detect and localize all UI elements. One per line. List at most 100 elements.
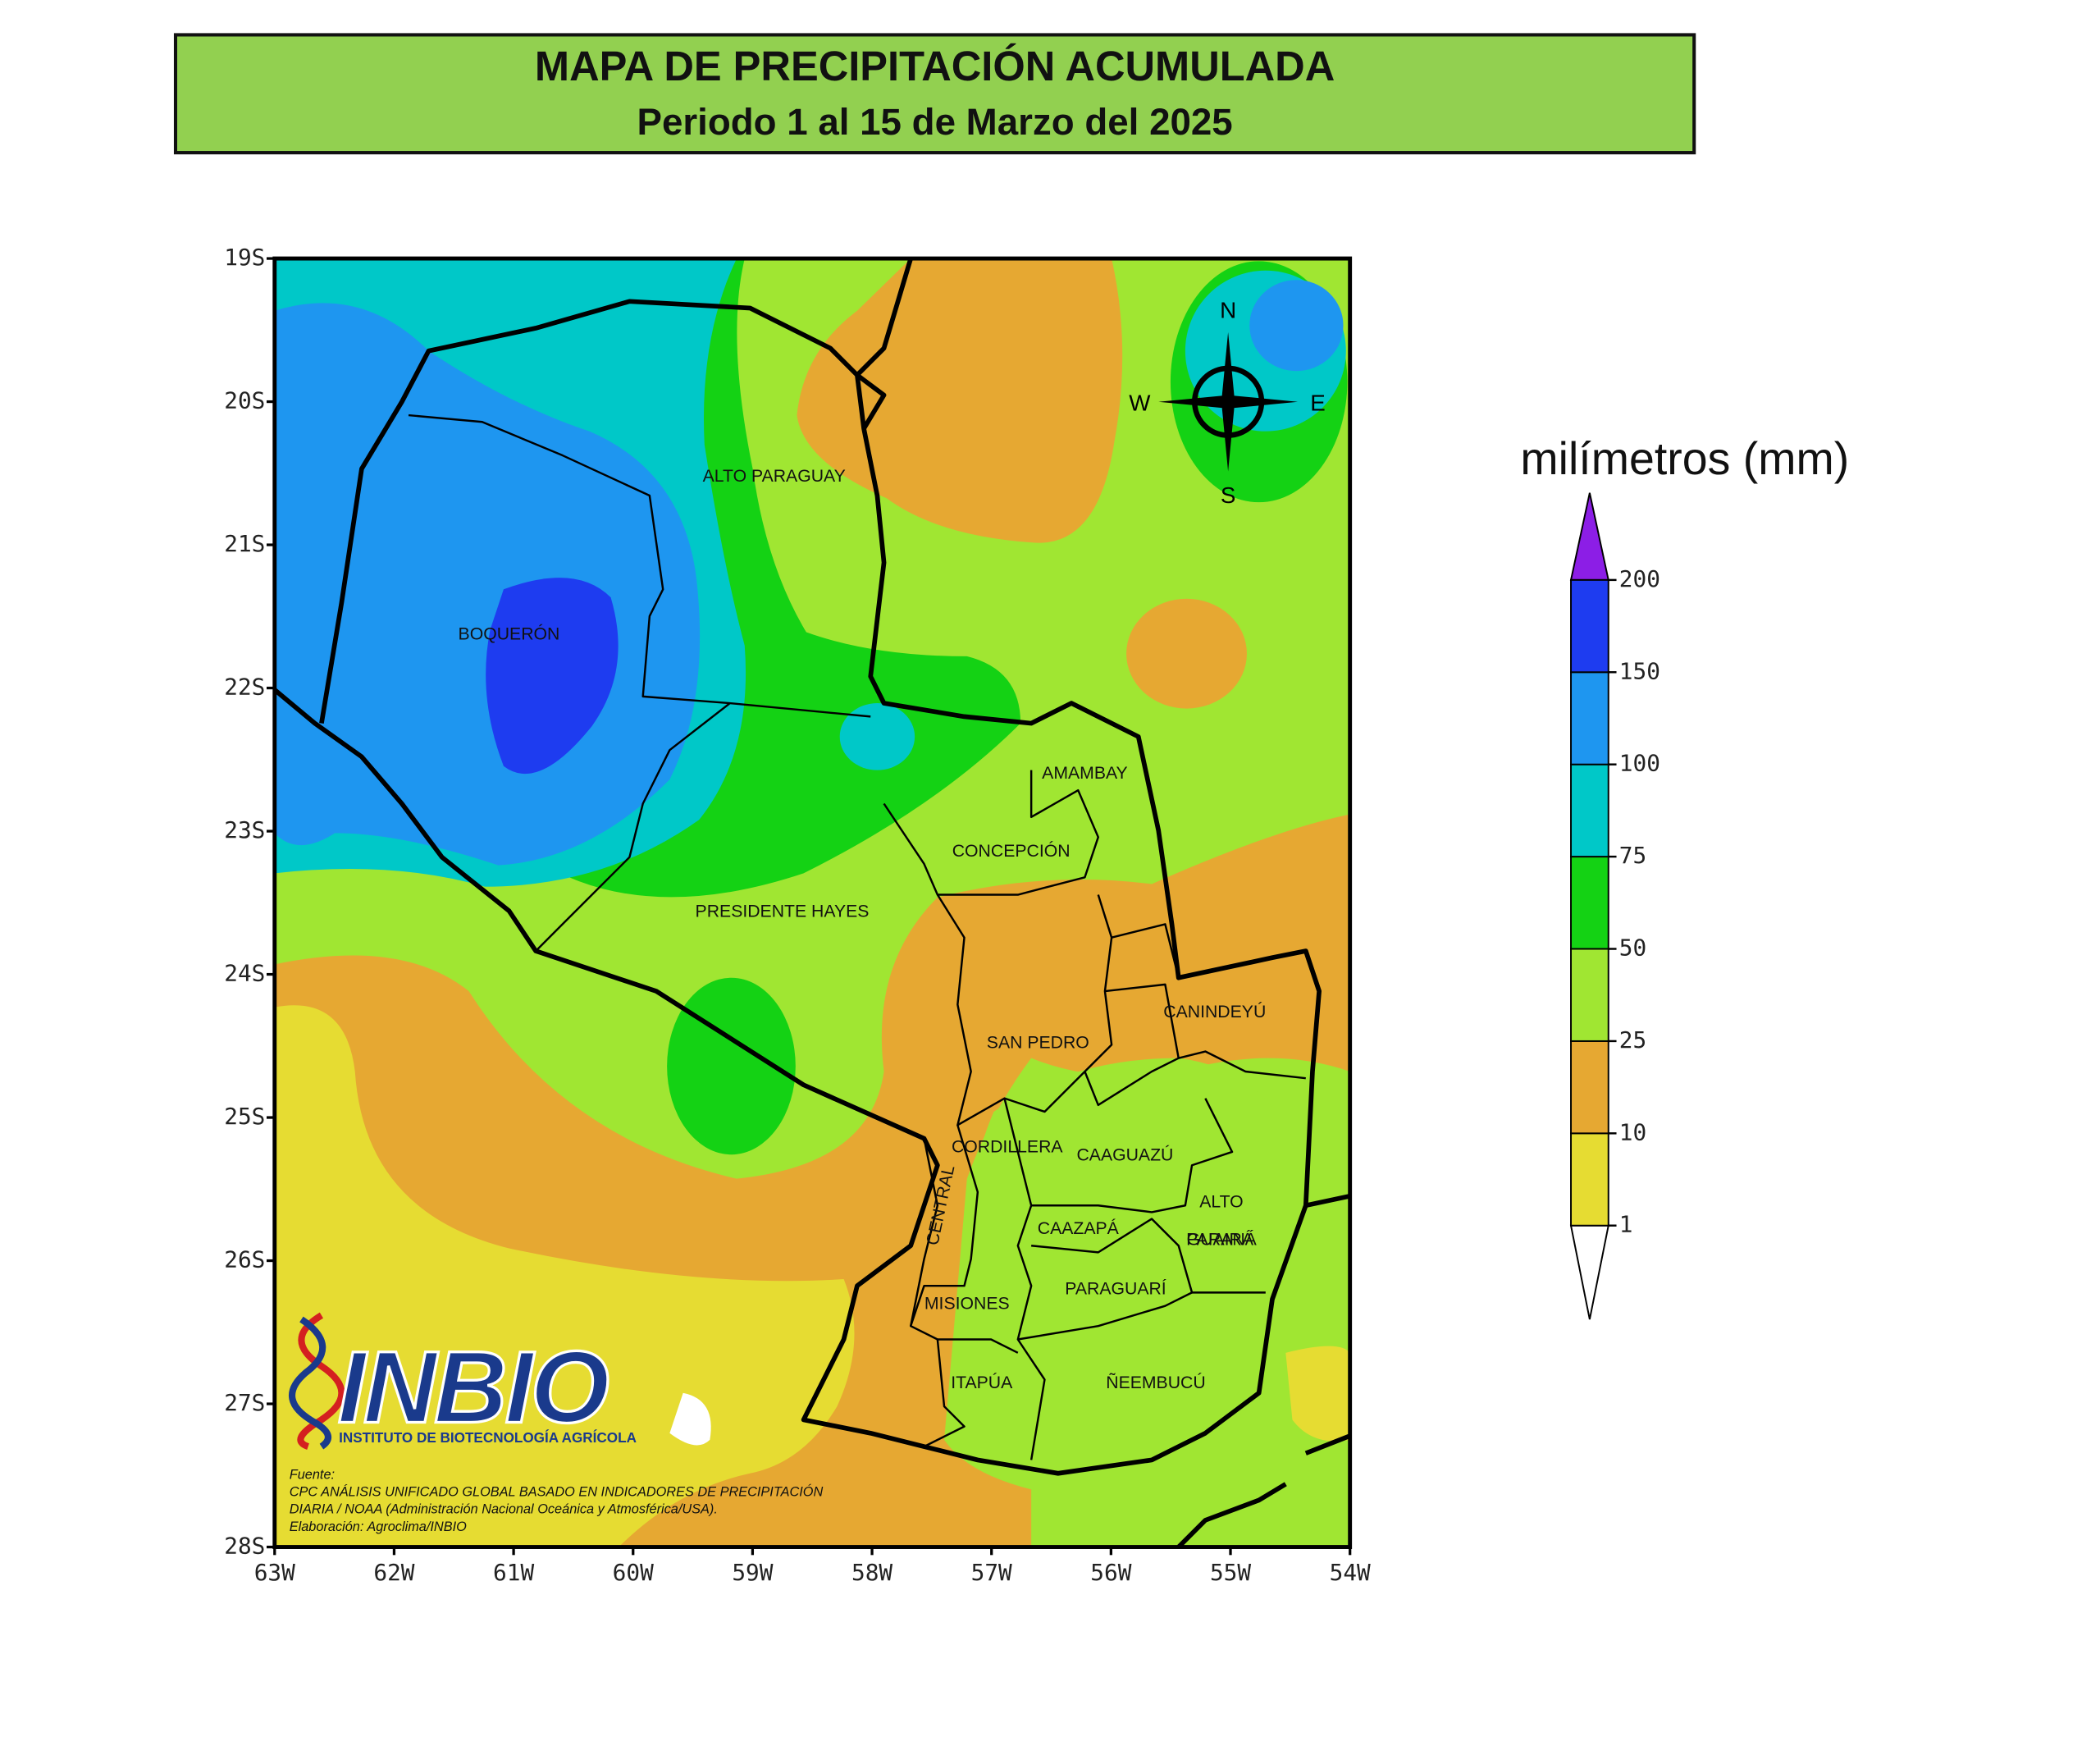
- legend-band: [1570, 763, 1609, 858]
- department-label: GUAIRÁ: [1187, 1228, 1254, 1249]
- logo-helix: [289, 1316, 332, 1450]
- lon-tick-label: 56W: [1090, 1559, 1131, 1586]
- department-line: [1031, 1218, 1266, 1294]
- department-line: [910, 1138, 939, 1327]
- country-border: [1305, 1194, 1350, 1209]
- department-line: [1017, 1291, 1193, 1341]
- country-border: [1176, 1482, 1287, 1547]
- legend-band: [1570, 578, 1609, 674]
- department-line: [1084, 1057, 1180, 1107]
- legend-label: 200: [1619, 565, 1660, 592]
- field-teal: [839, 703, 915, 770]
- department-line: [1031, 1098, 1234, 1213]
- department-label: SAN PEDRO: [987, 1033, 1089, 1052]
- lat-tick-label: 22S: [224, 674, 265, 701]
- lon-tick-label: 61W: [493, 1559, 534, 1586]
- lon-tick-label: 63W: [254, 1559, 295, 1586]
- lon-tick-label: 62W: [373, 1559, 414, 1586]
- department-line: [408, 414, 871, 718]
- department-label: ALTO PARAGUAY: [703, 467, 846, 486]
- legend-label: 25: [1619, 1026, 1646, 1053]
- field-light-green: [963, 1058, 1317, 1474]
- department-label: CAAZAPÁ: [1038, 1218, 1120, 1238]
- country-border: [855, 258, 913, 377]
- compass-n: N: [1220, 298, 1236, 323]
- lon-tick-label: 60W: [613, 1559, 654, 1586]
- logo-subtitle: INSTITUTO DE BIOTECNOLOGÍA AGRÍCOLA: [339, 1429, 637, 1446]
- lon-tick-label: 57W: [971, 1559, 1012, 1586]
- field-yellow: [1285, 1346, 1350, 1442]
- lon-tick-label: 59W: [732, 1559, 773, 1586]
- department-line: [1003, 1098, 1046, 1460]
- lat-tick-label: 26S: [224, 1246, 265, 1273]
- source: Fuente: CPC ANÁLISIS UNIFICADO GLOBAL BAS…: [290, 1467, 824, 1534]
- lon-tick-label: 55W: [1210, 1559, 1251, 1586]
- legend-band: [1570, 948, 1609, 1042]
- legend-band: [1570, 1132, 1609, 1227]
- lat-tick-label: 19S: [224, 244, 265, 271]
- department-line: [936, 893, 1113, 1126]
- department-label: PARAGUARÍ: [1065, 1278, 1166, 1299]
- map-frame: [272, 256, 1353, 1549]
- title-box: [173, 33, 1696, 155]
- compass-needle: [1158, 331, 1299, 472]
- department-line: [923, 1339, 966, 1448]
- lat-tick-label: 25S: [224, 1103, 265, 1130]
- legend-band: [1570, 671, 1609, 765]
- compass-w: W: [1129, 390, 1151, 415]
- lat-tick-label: 21S: [224, 530, 265, 557]
- lat-tick-label: 28S: [224, 1533, 265, 1560]
- legend-band: [1570, 1040, 1609, 1135]
- logo: INBIO INSTITUTO DE BIOTECNOLOGÍA AGRÍCOL…: [289, 1312, 711, 1450]
- field-light-blue: [274, 303, 701, 866]
- legend-band: [1570, 856, 1609, 950]
- department-line: [1104, 983, 1306, 1080]
- legend-label: 1: [1619, 1211, 1633, 1238]
- title: MAPA DE PRECIPITACIÓN ACUMULADA: [535, 43, 1335, 89]
- precipitation-field: [274, 258, 1350, 1547]
- lat-tick-label: 27S: [224, 1389, 265, 1416]
- department-line: [909, 1124, 1019, 1354]
- legend-below: [1569, 1224, 1609, 1320]
- department-label: BOQUERÓN: [459, 623, 560, 643]
- compass-e: E: [1310, 390, 1326, 415]
- subtitle: Periodo 1 al 15 de Marzo del 2025: [637, 101, 1232, 143]
- lat-tick-label: 23S: [224, 816, 265, 843]
- compass-s: S: [1221, 482, 1236, 508]
- department-label: ALTO: [1199, 1193, 1243, 1212]
- department-label: CONCEPCIÓN: [952, 840, 1071, 861]
- field-green: [667, 977, 796, 1155]
- department-line: [883, 770, 1099, 896]
- department-label: ÑEEMBUCÚ: [1106, 1372, 1205, 1392]
- legend-label: 10: [1619, 1118, 1646, 1145]
- lat-tick-label: 24S: [224, 960, 265, 987]
- logo-helix: [297, 1312, 345, 1450]
- legend-label: 50: [1619, 935, 1646, 962]
- legend-title: milímetros (mm): [1520, 433, 1849, 484]
- logo-name: INBIO: [338, 1332, 609, 1445]
- field-light-blue: [1249, 280, 1344, 372]
- legend-label: 100: [1619, 750, 1660, 777]
- legend-label: 150: [1619, 657, 1660, 684]
- logo-shape: [669, 1392, 711, 1446]
- lat-tick-label: 20S: [224, 387, 265, 414]
- department-label: CAAGUAZÚ: [1076, 1144, 1173, 1164]
- department-label: CORDILLERA: [952, 1138, 1063, 1157]
- lon-tick-label: 54W: [1330, 1559, 1371, 1586]
- department-line: [1111, 923, 1180, 979]
- department-label: AMAMBAY: [1042, 764, 1128, 783]
- field-dark-blue: [486, 578, 619, 775]
- department-label: ITAPÚA: [951, 1372, 1013, 1392]
- source-line: Elaboración: Agroclima/INBIO: [290, 1520, 467, 1534]
- country-border: [1304, 1433, 1350, 1456]
- legend-label: 75: [1619, 842, 1646, 869]
- department-label: CANINDEYÚ: [1163, 1001, 1266, 1021]
- department-label: PRESIDENTE HAYES: [696, 902, 870, 921]
- department-line: [535, 702, 731, 952]
- department-label: PARANÁ: [1186, 1228, 1258, 1249]
- field-orange: [1126, 598, 1247, 709]
